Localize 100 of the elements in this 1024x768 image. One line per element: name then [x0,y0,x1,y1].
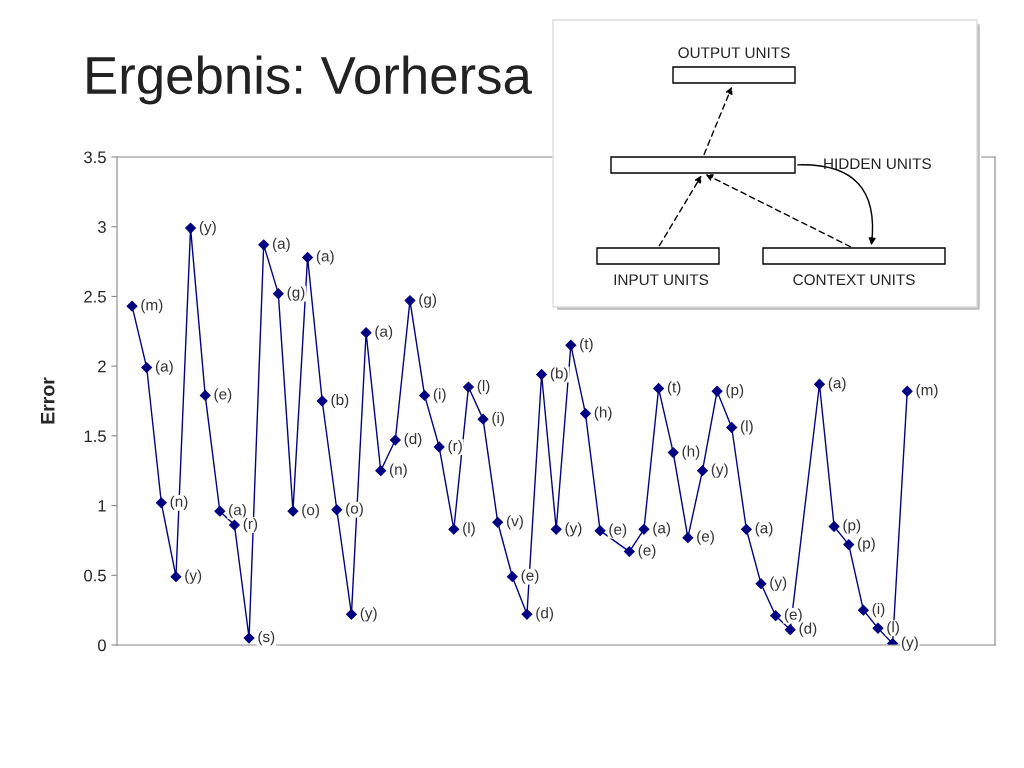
data-label: (a) [229,504,246,519]
point [550,523,562,535]
point [243,632,255,644]
data-label: (y) [711,463,728,478]
point [770,610,782,622]
point [857,604,869,616]
data-label: (l) [887,621,899,636]
data-label: (d) [404,432,422,448]
data-label: (b) [550,367,568,382]
data-label: (s) [258,630,275,646]
point [272,288,284,300]
data-label: (p) [726,384,744,399]
point [740,523,752,535]
point [755,578,767,590]
data-label: (e) [214,388,232,403]
point [536,369,548,380]
data-label: (i) [492,412,505,427]
point [170,571,182,583]
point [492,516,504,528]
data-label: (e) [609,523,627,538]
y-tick-label: 1.5 [84,430,106,443]
point [316,395,328,407]
point [697,465,708,477]
data-label: (e) [638,544,656,559]
point [258,239,270,251]
point [682,532,694,544]
data-label: (y) [199,220,216,236]
point [419,389,431,401]
point [594,525,606,537]
point [199,389,211,401]
point [375,465,387,477]
point [141,362,153,373]
data-label: (d) [536,607,554,622]
data-label: (t) [580,338,593,353]
point [346,608,357,620]
point [360,327,372,339]
point [667,447,679,459]
data-label: (v) [507,515,523,530]
point [580,408,591,419]
y-tick-label: 2 [98,360,106,373]
data-label: (g) [287,286,305,301]
annotation: CONTEXT UNITS [793,274,915,286]
point [506,571,518,583]
point [126,300,138,312]
data-label: (i) [872,603,885,618]
point [521,608,533,620]
y-tick-label: 2.5 [84,290,106,303]
data-label: (o) [346,502,363,517]
data-label: (i) [433,388,446,403]
point [185,222,196,234]
point [433,441,445,453]
data-label: (a) [755,522,773,537]
data-label: (y) [901,636,918,651]
data-label: (m) [141,299,163,314]
data-label: (e) [784,608,802,623]
point [843,539,855,551]
data-label: (r) [448,439,462,455]
data-label: (a) [272,237,290,252]
y-tick-label: 3.5 [84,151,106,164]
point [155,497,167,509]
point [287,505,299,517]
point [784,624,796,636]
data-label: (l) [463,522,475,537]
data-label: (p) [843,519,861,534]
data-label: (h) [594,406,612,421]
data-label: (a) [375,325,393,340]
point [828,521,840,532]
annotation: INPUT UNITS [614,274,709,286]
point [726,422,738,433]
point [389,434,401,446]
data-label: (n) [389,463,407,478]
point [638,523,650,535]
data-label: (l) [741,420,753,435]
point [448,523,460,535]
point [214,505,226,517]
data-label: (a) [828,377,846,392]
data-label: (p) [858,537,875,552]
point [477,413,489,425]
point [463,381,474,393]
data-label: (h) [682,445,700,460]
data-label: (d) [799,622,817,637]
point [623,546,635,558]
data-label: (a) [155,360,173,375]
data-label: (l) [477,379,490,395]
data-label: (g) [419,293,437,308]
data-label: (y) [185,569,202,584]
data-label: (r) [243,517,258,533]
data-label: (e) [697,530,714,545]
point [565,339,577,351]
data-label: (m) [916,384,938,399]
annotation: HIDDEN UNITS [824,158,931,170]
data-label: (y) [360,607,377,622]
y-axis-title: Error [41,377,55,424]
data-label: (a) [316,250,334,265]
data-label: (o) [302,504,320,519]
y-tick-label: 0 [97,639,106,652]
point [331,504,343,516]
data-label: (n) [170,495,188,510]
data-label: (b) [331,393,349,409]
point [814,378,825,390]
